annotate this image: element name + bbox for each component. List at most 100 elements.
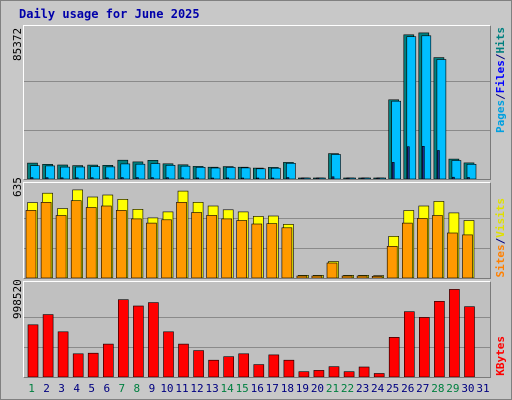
bar-files-21: [331, 154, 341, 179]
bar-pages-14: [226, 177, 229, 179]
bar-files-16: [256, 168, 266, 179]
bar-files-3: [60, 166, 70, 179]
bar-kbytes-26: [403, 311, 415, 377]
bar-files-24: [376, 177, 387, 179]
day-label-13: 13: [205, 382, 219, 395]
bar-sites-8: [131, 218, 142, 278]
bar-kbytes-21: [328, 366, 340, 377]
day-label-25: 25: [386, 382, 400, 395]
bar-files-23: [361, 177, 371, 179]
bar-pages-7: [121, 177, 124, 179]
bar-files-9: [150, 163, 161, 179]
bar-kbytes-23: [358, 366, 370, 377]
bar-files-19: [301, 177, 311, 179]
bar-files-7: [120, 163, 131, 179]
bar-pages-4: [75, 177, 79, 179]
bar-kbytes-2: [42, 314, 54, 377]
bar-sites-13: [206, 215, 217, 278]
bar-kbytes-1: [27, 324, 39, 377]
bar-files-30: [466, 164, 477, 179]
bar-pages-22: [346, 177, 350, 179]
day-label-18: 18: [280, 382, 294, 395]
bar-pages-16: [256, 177, 260, 179]
day-label-21: 21: [325, 382, 340, 395]
bar-kbytes-24: [373, 373, 385, 377]
bar-kbytes-27: [418, 317, 430, 377]
bar-pages-17: [271, 177, 275, 179]
day-label-12: 12: [190, 382, 204, 395]
day-label-28: 28: [431, 382, 445, 395]
bar-pages-2: [45, 177, 49, 179]
bar-kbytes-5: [87, 352, 99, 377]
day-label-11: 11: [175, 382, 189, 395]
bar-sites-21: [326, 262, 338, 278]
visits-sites-panel: [23, 182, 491, 279]
bar-kbytes-19: [298, 371, 310, 377]
legend-kbytes-label: KBytes: [494, 336, 507, 376]
bar-kbytes-7: [118, 299, 129, 377]
day-label-5: 5: [88, 382, 95, 395]
bar-sites-6: [101, 205, 112, 278]
day-label-19: 19: [295, 382, 310, 395]
day-label-2: 2: [43, 382, 50, 395]
bar-pages-10: [166, 177, 169, 179]
day-label-10: 10: [160, 382, 174, 395]
bar-kbytes-16: [253, 364, 265, 377]
bar-pages-13: [211, 177, 214, 179]
bar-pages-15: [241, 177, 244, 179]
bar-files-1: [30, 165, 40, 179]
bar-files-28: [436, 59, 447, 179]
day-label-30: 30: [461, 382, 475, 395]
kbytes-panel: [23, 281, 491, 378]
bar-pages-9: [151, 177, 154, 179]
bar-kbytes-4: [72, 353, 84, 377]
bar-files-12: [195, 167, 206, 179]
bar-sites-24: [371, 276, 383, 278]
bar-sites-3: [55, 215, 67, 278]
bar-files-22: [346, 177, 356, 179]
bar-kbytes-3: [57, 331, 69, 377]
bar-kbytes-20: [313, 370, 325, 377]
bar-pages-24: [376, 177, 380, 179]
day-label-15: 15: [235, 382, 249, 395]
day-label-14: 14: [220, 382, 234, 395]
bar-pages-29: [452, 176, 455, 179]
bar-sites-11: [176, 201, 187, 278]
bar-kbytes-15: [238, 353, 249, 377]
bar-files-29: [451, 160, 462, 179]
bar-pages-11: [181, 177, 184, 179]
bar-kbytes-22: [343, 371, 355, 377]
bar-sites-29: [447, 232, 458, 278]
day-label-1: 1: [28, 382, 35, 395]
bar-sites-4: [70, 200, 82, 278]
bar-kbytes-6: [103, 343, 114, 377]
bar-sites-25: [386, 245, 398, 278]
bar-kbytes-18: [283, 359, 295, 377]
bar-kbytes-13: [208, 359, 219, 377]
bar-sites-1: [25, 210, 37, 278]
bar-kbytes-25: [388, 336, 400, 377]
bar-pages-23: [361, 177, 365, 179]
bar-files-13: [210, 167, 221, 179]
bar-files-5: [90, 166, 100, 179]
bar-kbytes-10: [163, 331, 174, 377]
bar-sites-7: [116, 210, 127, 278]
bar-sites-15: [236, 220, 247, 278]
bar-sites-23: [356, 275, 368, 278]
bar-sites-19: [296, 275, 308, 278]
day-label-4: 4: [73, 382, 80, 395]
bar-pages-25: [391, 162, 395, 179]
day-label-29: 29: [446, 382, 460, 395]
day-label-27: 27: [416, 382, 430, 395]
day-label-16: 16: [250, 382, 264, 395]
legend-sites: Sites: [494, 244, 507, 278]
bar-sites-28: [432, 215, 443, 278]
bar-pages-1: [30, 177, 34, 179]
bar-pages-8: [136, 177, 139, 179]
bar-files-10: [165, 165, 176, 179]
bar-kbytes-29: [449, 289, 460, 377]
bar-sites-26: [401, 222, 413, 278]
legend-sep: /: [494, 93, 507, 100]
bar-sites-20: [311, 275, 323, 278]
day-label-8: 8: [133, 382, 141, 395]
